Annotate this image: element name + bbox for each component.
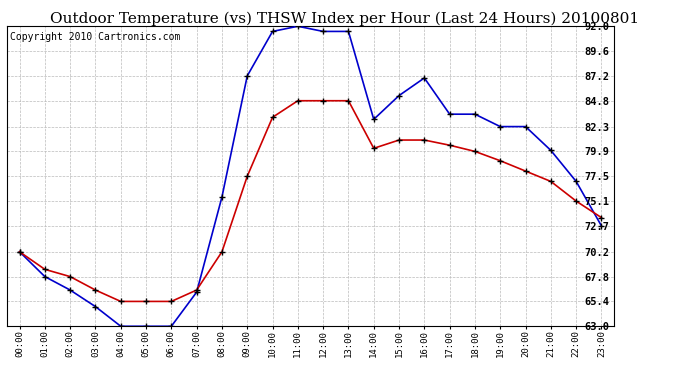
Text: Copyright 2010 Cartronics.com: Copyright 2010 Cartronics.com — [10, 32, 180, 42]
Text: Outdoor Temperature (vs) THSW Index per Hour (Last 24 Hours) 20100801: Outdoor Temperature (vs) THSW Index per … — [50, 11, 640, 26]
